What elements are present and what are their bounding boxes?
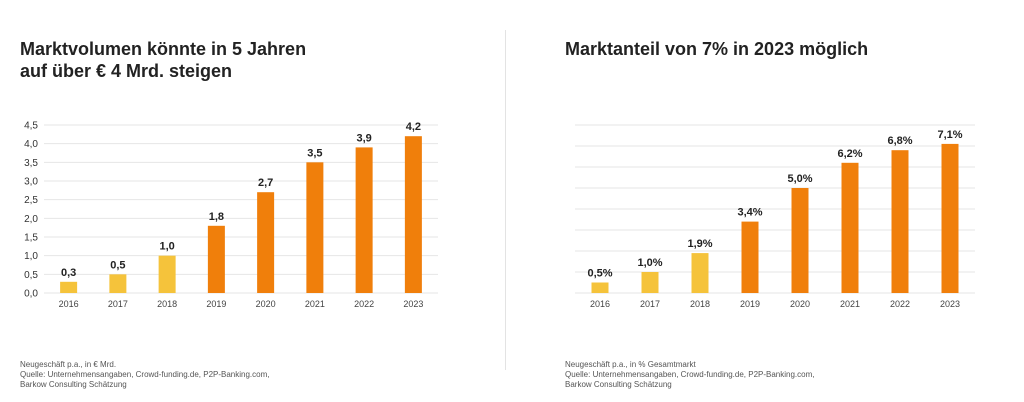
x-tick-label: 2022	[354, 299, 374, 309]
x-tick-label: 2022	[890, 299, 910, 309]
y-tick-label: 1,5	[24, 233, 38, 244]
data-label: 1,0%	[637, 257, 662, 269]
chart-panel-market-share: Marktanteil von 7% in 2023 möglich 0,5% 2…	[530, 0, 1024, 402]
footnote-line: Neugeschäft p.a., in € Mrd.	[20, 360, 117, 369]
x-tick-label: 2018	[690, 299, 710, 309]
bar	[355, 147, 373, 293]
bar	[60, 281, 78, 293]
data-label: 3,4%	[737, 207, 762, 219]
x-tick-label: 2021	[305, 299, 325, 309]
bar	[791, 188, 809, 293]
bar	[257, 192, 275, 293]
y-tick-label: 4,0	[24, 139, 38, 150]
x-tick-label: 2023	[403, 299, 423, 309]
data-label: 1,9%	[687, 238, 712, 250]
data-label: 0,5	[110, 259, 125, 271]
y-tick-label: 0,5	[24, 270, 38, 281]
bar	[591, 282, 609, 293]
bar	[207, 225, 225, 293]
x-tick-label: 2016	[590, 299, 610, 309]
y-tick-label: 1,0	[24, 251, 38, 262]
data-label: 3,9	[356, 132, 371, 144]
bar	[691, 253, 709, 293]
y-tick-label: 2,0	[24, 214, 38, 225]
y-tick-label: 2,5	[24, 195, 38, 206]
x-tick-label: 2021	[840, 299, 860, 309]
bar	[941, 143, 959, 293]
data-label: 5,0%	[787, 173, 812, 185]
bar	[741, 221, 759, 293]
bar-chart-market-volume: 0,0 0,5 1,0 1,5 2,0 2,5 3,0 3,5 4,0 4,5 0,3 2016 0,5…	[24, 121, 438, 309]
x-tick-label: 2020	[256, 299, 276, 309]
bar	[841, 162, 859, 293]
x-tick-label: 2016	[59, 299, 79, 309]
y-tick-label: 4,5	[24, 121, 38, 132]
data-label: 6,8%	[887, 135, 912, 147]
panel-divider	[505, 30, 506, 370]
data-label: 0,5%	[587, 268, 612, 280]
bar	[891, 150, 909, 293]
x-tick-label: 2019	[740, 299, 760, 309]
footnote-line: Neugeschäft p.a., in % Gesamtmarkt	[565, 360, 696, 369]
x-tick-label: 2018	[157, 299, 177, 309]
chart-footnote: Neugeschäft p.a., in € Mrd. Quelle: Unte…	[20, 360, 269, 390]
footnote-line: Quelle: Unternehmensangaben, Crowd-fundi…	[565, 370, 815, 379]
x-tick-label: 2017	[640, 299, 660, 309]
data-label: 6,2%	[837, 148, 862, 160]
y-tick-label: 3,0	[24, 177, 38, 188]
x-tick-label: 2023	[940, 299, 960, 309]
bar	[641, 272, 659, 293]
chart-footnote: Neugeschäft p.a., in % Gesamtmarkt Quell…	[565, 360, 814, 390]
y-tick-label: 3,5	[24, 158, 38, 169]
data-label: 3,5	[307, 147, 322, 159]
chart-panel-market-volume: Marktvolumen könnte in 5 Jahren auf über…	[0, 0, 500, 402]
bar	[404, 136, 422, 293]
data-label: 2,7	[258, 177, 273, 189]
data-label: 1,8	[209, 211, 224, 223]
footnote-line: Quelle: Unternehmensangaben, Crowd-fundi…	[20, 370, 270, 379]
y-tick-label: 0,0	[24, 289, 38, 300]
bar-chart-market-share: 0,5% 2016 1,0% 2017 1,9% 2018 3,4% 2019 5,0% 2020…	[575, 124, 975, 309]
footnote-line: Barkow Consulting Schätzung	[565, 380, 672, 389]
bar	[158, 255, 176, 293]
chart-title: Marktanteil von 7% in 2023 möglich	[565, 39, 869, 59]
x-tick-label: 2019	[206, 299, 226, 309]
x-tick-label: 2017	[108, 299, 128, 309]
chart-title: Marktvolumen könnte in 5 Jahren auf über…	[20, 39, 307, 81]
data-label: 7,1%	[937, 129, 962, 141]
footnote-line: Barkow Consulting Schätzung	[20, 380, 127, 389]
data-label: 0,3	[61, 267, 76, 279]
data-label: 1,0	[159, 241, 174, 253]
bar	[306, 162, 324, 293]
bar	[109, 274, 127, 293]
data-label: 4,2	[406, 121, 421, 133]
x-tick-label: 2020	[790, 299, 810, 309]
